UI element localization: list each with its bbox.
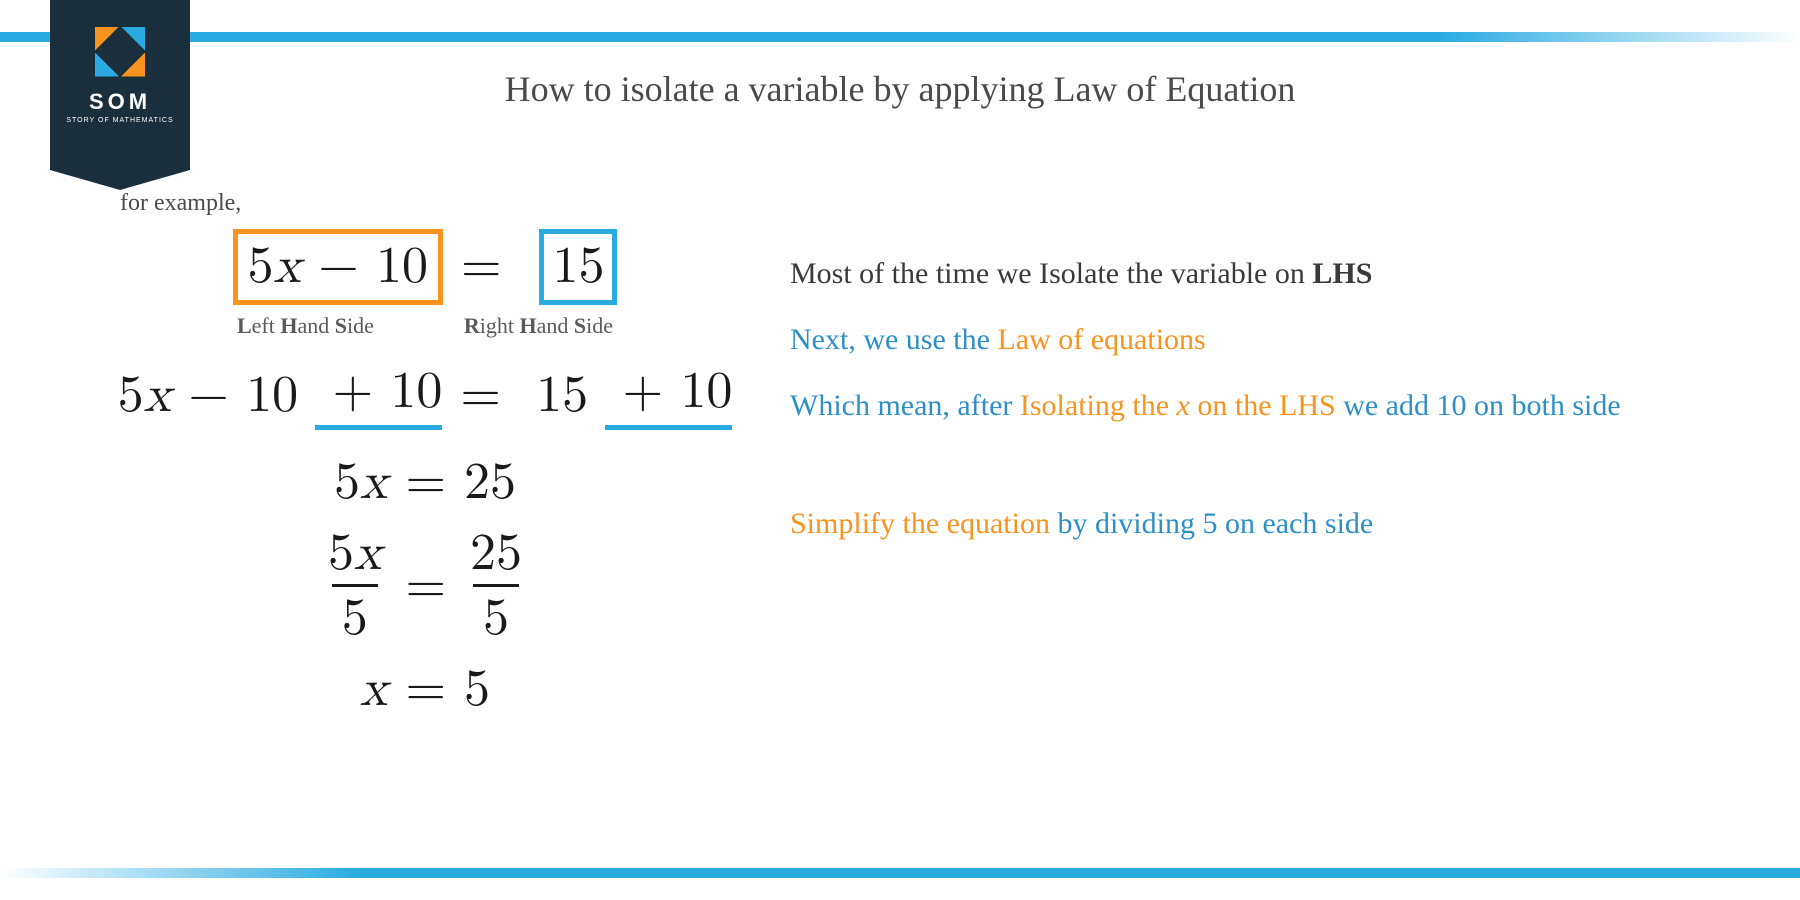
page-title: How to isolate a variable by applying La…: [0, 68, 1800, 110]
rhs-label: Right Hand Side: [464, 313, 613, 339]
equation-step-4: 5x 5 = 25 5: [322, 528, 528, 645]
example-label: for example,: [120, 190, 241, 217]
rhs-fraction: 25 5: [464, 528, 528, 645]
lhs-box: 5x − 10: [233, 229, 443, 305]
logo-tagline: STORY OF MATHEMATICS: [66, 117, 173, 124]
equals-sign: =: [461, 236, 501, 298]
top-accent-bar: [0, 32, 1800, 42]
explain-line-1: Most of the time we Isolate the variable…: [790, 250, 1690, 298]
equation-step-3: 5x = 25: [334, 452, 516, 514]
explanation-column: Most of the time we Isolate the variable…: [790, 250, 1690, 566]
equation-step-2: 5x − 10 + 10 = 15 + 10: [118, 361, 733, 430]
math-steps: 5x − 10 = 15 Left Hand Side Right Hand S…: [100, 225, 750, 725]
lhs-fraction: 5x 5: [322, 528, 387, 645]
equation-step-1: 5x − 10 = 15: [233, 229, 618, 305]
lhs-label: Left Hand Side: [237, 313, 374, 339]
explain-line-4: Simplify the equation by dividing 5 on e…: [790, 500, 1690, 548]
lhs-add-term: + 10: [315, 361, 442, 430]
rhs-box: 15: [539, 229, 617, 305]
equation-step-5: x = 5: [360, 659, 490, 721]
side-labels: Left Hand Side Right Hand Side: [237, 313, 613, 339]
rhs-add-term: + 10: [605, 361, 732, 430]
explain-line-2: Next, we use the Law of equations: [790, 316, 1690, 364]
explain-line-3: Which mean, after Isolating the x on the…: [790, 382, 1690, 430]
bottom-accent-bar: [0, 868, 1800, 878]
